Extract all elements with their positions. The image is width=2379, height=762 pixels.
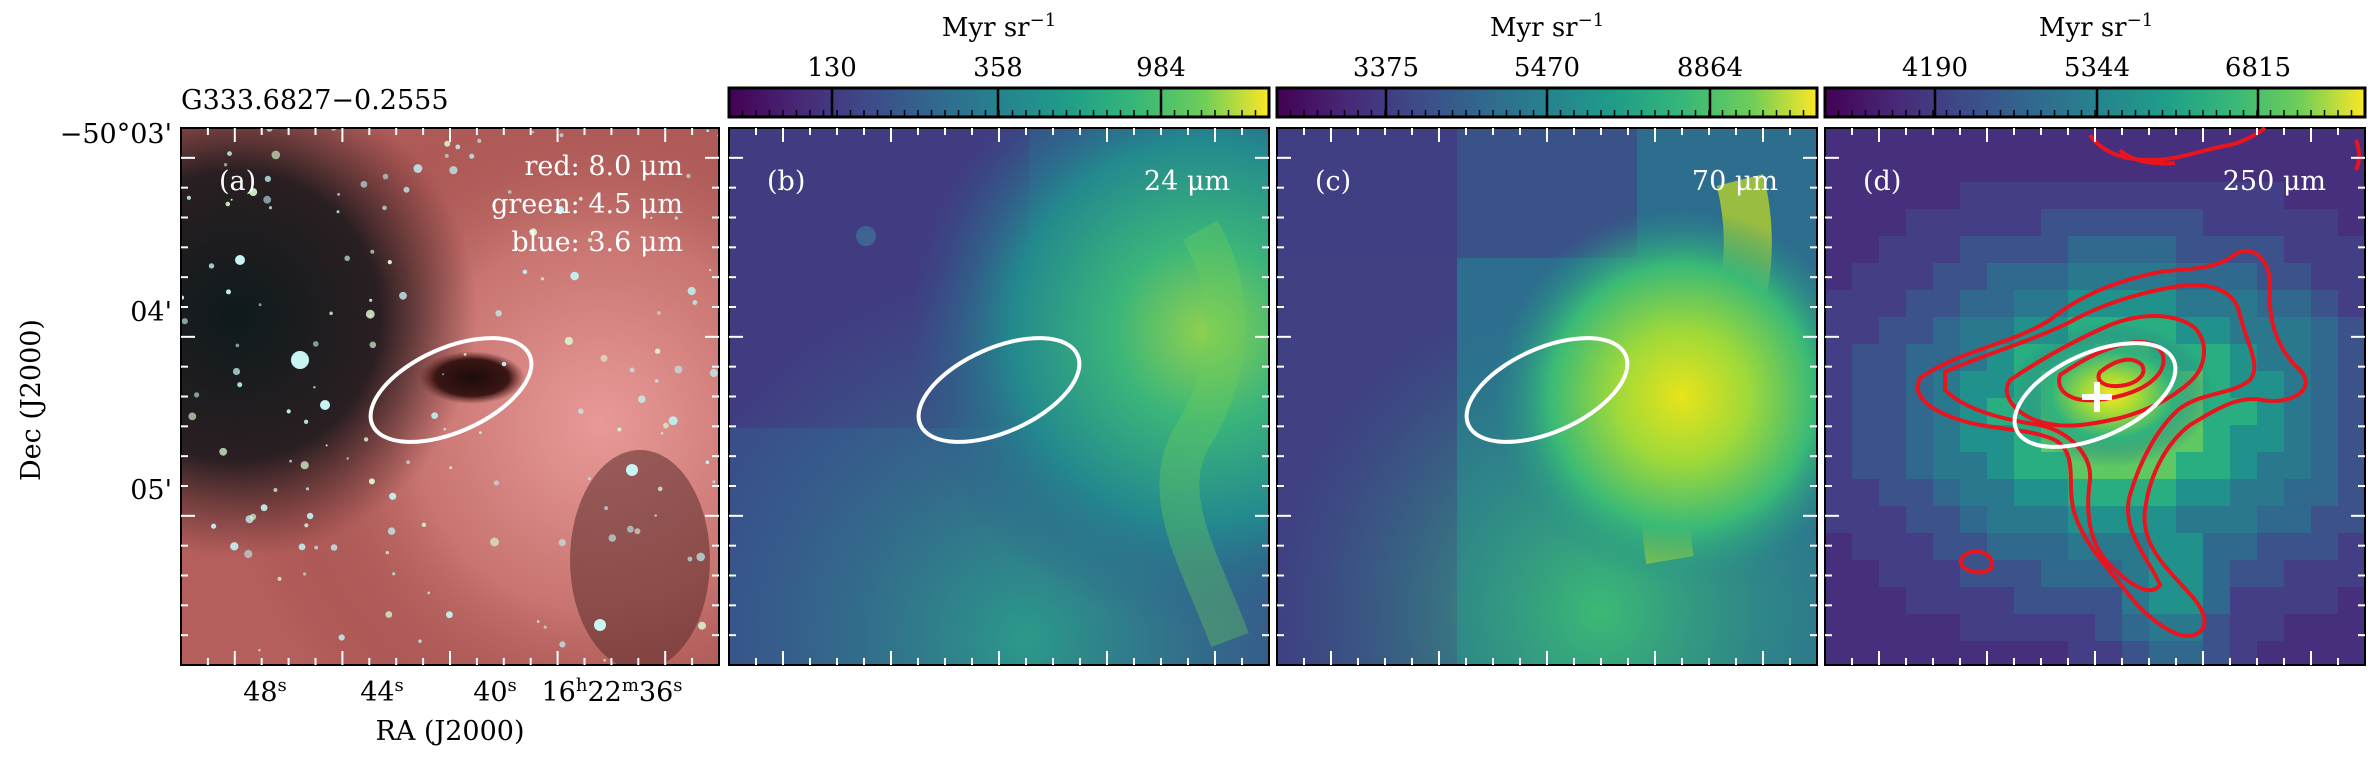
colorbar-b-tick-label: 984 [1136,53,1186,83]
panel-a-legend-blue: blue: 3.6 μm [511,227,683,258]
colorbar-c: 3375 5470 8864 Myr sr−1 [1275,10,1819,119]
panel-d-ticks [1825,128,2365,665]
colorbar-b: 130 358 984 Myr sr−1 [727,10,1271,119]
panel-a-ellipse [368,336,534,444]
panel-d-band: 250 μm [2223,166,2326,197]
panel-a-legend-red: red: 8.0 μm [524,151,683,182]
colorbar-c-tick-label: 3375 [1353,53,1419,83]
panel-d: (d) 250 μm [1824,126,2366,666]
x-axis-label: RA (J2000) [375,716,524,747]
colorbar-c-ticks [1289,88,1805,117]
panel-d-cross-marker [2082,382,2112,412]
dec-tick-label: −50°03' [60,119,172,150]
colorbar-d-unit: Myr sr−1 [2039,10,2153,43]
panel-c-ticks [1277,128,1817,665]
panel-a: (a) red: 8.0 μm green: 4.5 μm blue: 3.6 … [180,127,720,666]
panel-d-contours [1915,126,2361,638]
panel-a-ticks [181,128,719,665]
panel-c-band: 70 μm [1692,166,1778,197]
panel-c-label: (c) [1315,166,1351,197]
colorbar-b-tick-label: 130 [807,53,857,83]
colorbar-d-tick-label: 6815 [2225,53,2291,83]
panel-a-legend-green: green: 4.5 μm [491,189,683,220]
ra-tick-label: 40s [473,675,517,708]
panel-d-ellipse [2012,341,2178,449]
colorbar-b-unit: Myr sr−1 [942,10,1056,43]
colorbar-c-unit: Myr sr−1 [1490,10,1604,43]
colorbar-c-tick-label: 8864 [1677,53,1743,83]
panel-b-label: (b) [767,166,805,197]
dec-tick-label: 04' [130,297,172,328]
ra-tick-label: 16h22m36s [542,675,683,708]
source-name-title: G333.6827−0.2555 [181,85,449,116]
colorbar-b-tick-label: 358 [973,53,1023,83]
colorbar-d-tick-label: 4190 [1902,53,1968,83]
panel-b-ticks [729,128,1269,665]
colorbar-d-ticks [1837,88,2353,117]
panel-b-ellipse [916,336,1082,444]
ra-tick-label: 48s [243,675,287,708]
panel-a-label: (a) [219,166,256,197]
colorbar-d: 4190 5344 6815 Myr sr−1 [1823,10,2367,119]
y-axis-label: Dec (J2000) [16,319,47,481]
panel-d-pixels [1825,182,2365,665]
panel-b-band: 24 μm [1144,166,1230,197]
colorbar-c-tick-label: 5470 [1514,53,1580,83]
colorbar-d-tick-label: 5344 [2064,53,2130,83]
panel-b: (b) 24 μm [728,127,1270,666]
panel-d-label: (d) [1863,166,1901,197]
ra-tick-label: 44s [360,675,404,708]
panel-c-ellipse [1464,336,1630,444]
panel-c: (c) 70 μm [1276,127,1818,666]
colorbar-b-ticks [741,88,1257,117]
panel-a-stars [181,128,719,662]
dec-tick-label: 05' [130,475,172,506]
